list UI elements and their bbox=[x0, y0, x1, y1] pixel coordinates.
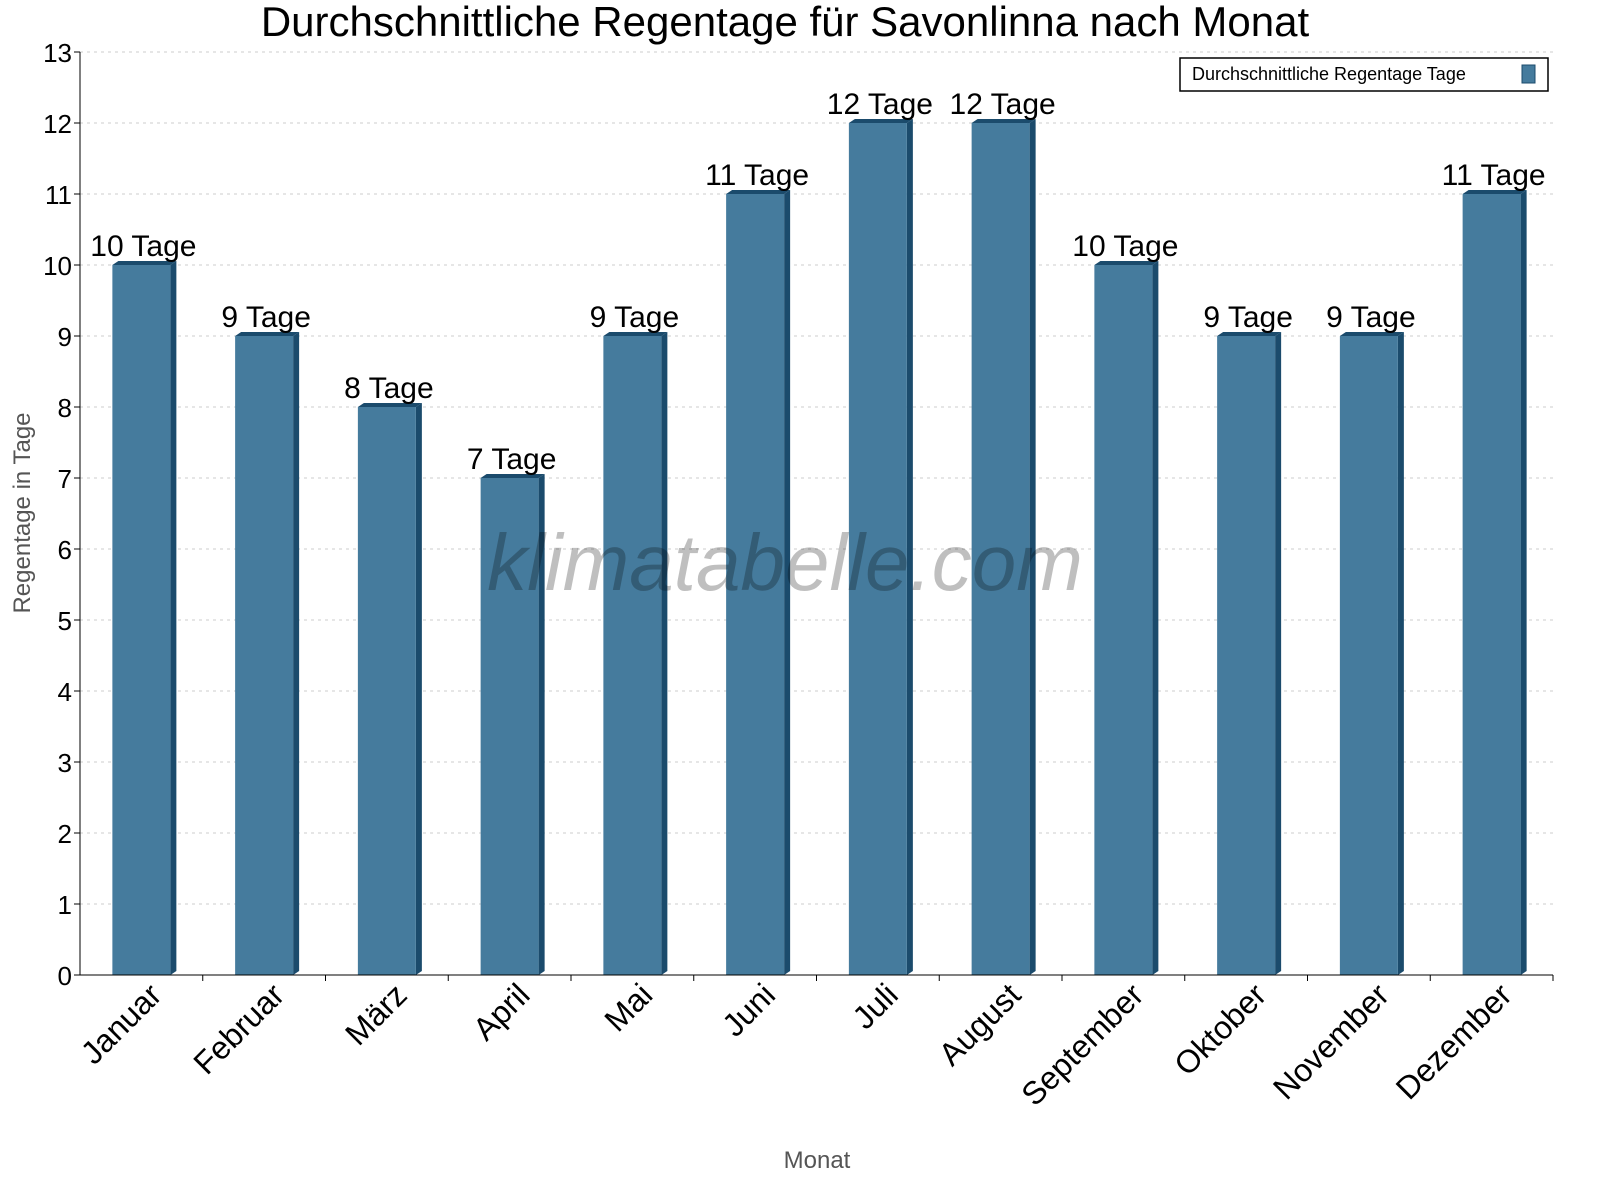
bar-side bbox=[1397, 332, 1404, 975]
bar-top bbox=[235, 332, 300, 336]
bar-top bbox=[848, 119, 913, 123]
bar-top bbox=[480, 474, 545, 478]
y-tick-label: 7 bbox=[58, 464, 72, 494]
data-label: 9 Tage bbox=[1203, 301, 1293, 334]
bar bbox=[480, 478, 539, 975]
bar-side bbox=[906, 119, 913, 975]
x-tick-label: Januar bbox=[74, 976, 169, 1071]
bar-top bbox=[726, 190, 791, 194]
bar-side bbox=[661, 332, 668, 975]
bar-side bbox=[1152, 261, 1159, 975]
x-tick-label: März bbox=[338, 976, 414, 1052]
y-tick-label: 1 bbox=[58, 890, 72, 920]
legend-label: Durchschnittliche Regentage Tage bbox=[1192, 64, 1466, 84]
chart-title: Durchschnittliche Regentage für Savonlin… bbox=[261, 0, 1310, 45]
bar-top bbox=[1339, 332, 1404, 336]
bar-top bbox=[112, 261, 177, 265]
watermark: klimatabelle.com bbox=[487, 518, 1083, 607]
bar-top bbox=[971, 119, 1036, 123]
data-label: 8 Tage bbox=[344, 372, 434, 405]
bar bbox=[726, 194, 785, 975]
x-tick-label: April bbox=[466, 976, 537, 1047]
x-tick-label: September bbox=[1014, 976, 1150, 1112]
bar bbox=[1217, 336, 1276, 975]
x-axis: Januar Februar März April Mai Juni Juli AugustS… bbox=[74, 974, 1554, 1113]
x-tick-label: Februar bbox=[186, 976, 291, 1081]
y-tick-label: 10 bbox=[43, 251, 72, 281]
bar bbox=[112, 265, 171, 975]
bar bbox=[848, 123, 907, 975]
bar-top bbox=[1217, 332, 1282, 336]
bar bbox=[603, 336, 662, 975]
x-tick-label: Oktober bbox=[1167, 976, 1273, 1082]
bar bbox=[971, 123, 1030, 975]
bar-side bbox=[784, 190, 791, 975]
data-label: 10 Tage bbox=[1072, 230, 1178, 263]
bar-side bbox=[170, 261, 177, 975]
legend: Durchschnittliche Regentage Tage bbox=[1179, 57, 1549, 92]
bar-side bbox=[1029, 119, 1036, 975]
y-tick-label: 11 bbox=[45, 180, 72, 210]
y-tick-label: 5 bbox=[58, 606, 72, 636]
bar-top bbox=[603, 332, 668, 336]
data-label: 12 Tage bbox=[950, 88, 1056, 121]
legend-swatch bbox=[1521, 64, 1536, 84]
data-label: 11 Tage bbox=[1442, 159, 1546, 192]
bar-side bbox=[538, 474, 545, 975]
y-axis-label: Regentage in Tage bbox=[9, 412, 36, 613]
y-tick-label: 13 bbox=[43, 38, 72, 68]
bar-side bbox=[1520, 190, 1527, 975]
x-tick-label: August bbox=[932, 976, 1028, 1072]
bar bbox=[1462, 194, 1521, 975]
bars: 10 Tage 9 Tage 8 Tage 7 Tage 9 Tage 11 Tage 12… bbox=[90, 88, 1546, 975]
bar-top bbox=[1094, 261, 1159, 265]
bar-top bbox=[1462, 190, 1527, 194]
y-tick-label: 3 bbox=[58, 748, 72, 778]
data-label: 9 Tage bbox=[590, 301, 680, 334]
gridlines bbox=[80, 51, 1553, 905]
data-label: 9 Tage bbox=[221, 301, 311, 334]
bar-top bbox=[357, 403, 422, 407]
bar bbox=[357, 407, 416, 975]
bar bbox=[235, 336, 294, 975]
data-label: 7 Tage bbox=[467, 443, 557, 476]
x-tick-label: Juni bbox=[715, 976, 782, 1043]
y-tick-label: 0 bbox=[58, 961, 72, 991]
x-tick-label: November bbox=[1266, 976, 1396, 1106]
y-tick-label: 2 bbox=[58, 819, 72, 849]
bar bbox=[1094, 265, 1153, 975]
data-label: 10 Tage bbox=[90, 230, 196, 263]
y-tick-label: 12 bbox=[43, 109, 72, 139]
legend-box bbox=[1179, 57, 1549, 92]
x-axis-label: Monat bbox=[784, 1147, 851, 1174]
data-label: 12 Tage bbox=[827, 88, 933, 121]
data-label: 9 Tage bbox=[1326, 301, 1416, 334]
y-tick-label: 6 bbox=[58, 535, 72, 565]
y-tick-label: 9 bbox=[58, 322, 72, 352]
x-tick-label: Dezember bbox=[1389, 976, 1519, 1106]
x-tick-label: Mai bbox=[597, 976, 659, 1038]
bar-side bbox=[293, 332, 300, 975]
bar-side bbox=[415, 403, 422, 975]
bar bbox=[1339, 336, 1398, 975]
data-label: 11 Tage bbox=[705, 159, 809, 192]
bar-side bbox=[1275, 332, 1282, 975]
y-tick-label: 8 bbox=[58, 393, 72, 423]
x-tick-label: Juli bbox=[845, 976, 904, 1035]
y-tick-label: 4 bbox=[58, 677, 72, 707]
